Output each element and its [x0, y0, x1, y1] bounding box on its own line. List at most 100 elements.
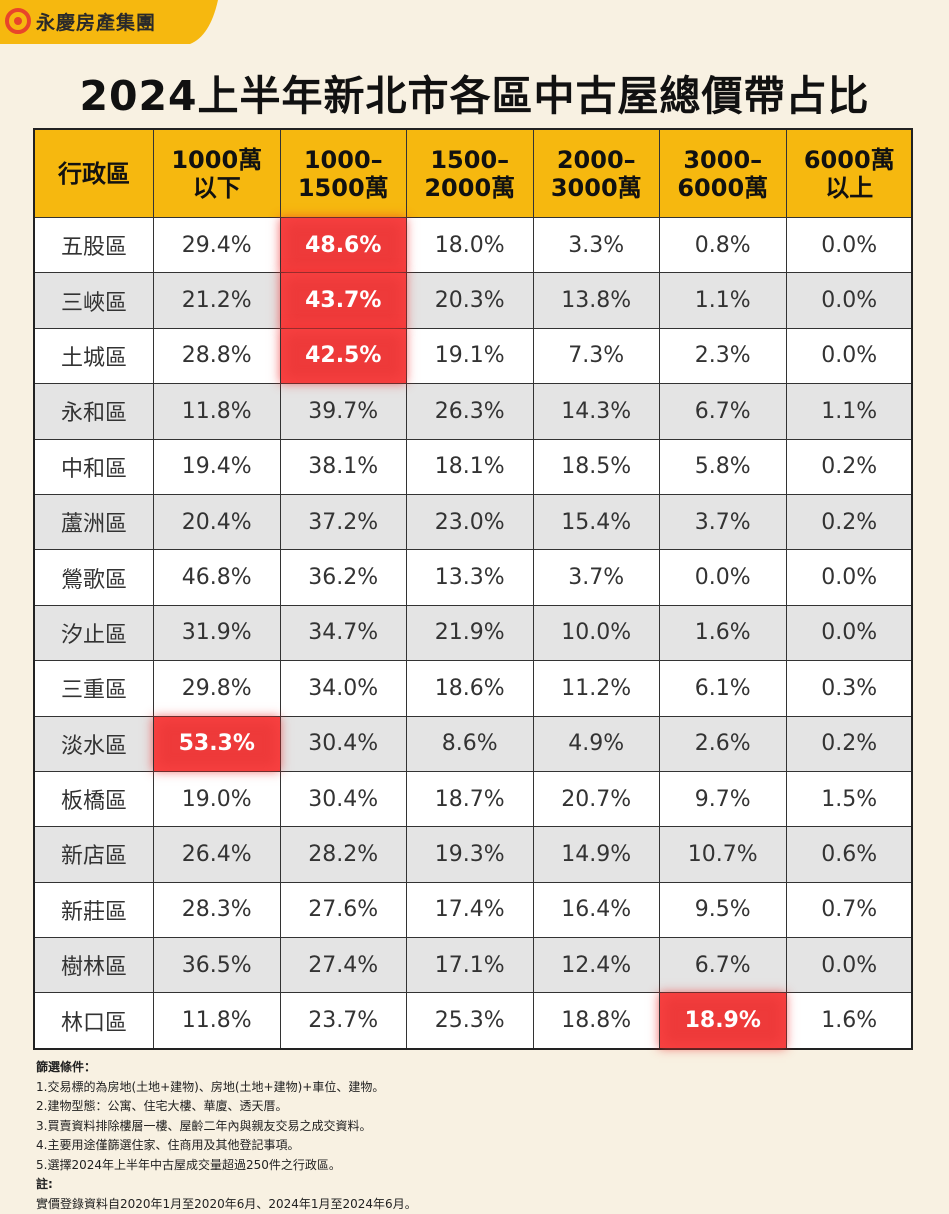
value-cell: 0.0% — [786, 550, 913, 604]
district-cell: 新莊區 — [35, 883, 153, 937]
value-cell: 6.1% — [659, 661, 786, 715]
value-cell: 2.3% — [659, 329, 786, 383]
header-text: 2000– — [557, 146, 636, 174]
header-text: 1500– — [430, 146, 509, 174]
value-cell: 28.3% — [153, 883, 280, 937]
value-cell: 1.5% — [786, 772, 913, 826]
value-cell: 20.4% — [153, 495, 280, 549]
value-cell: 34.7% — [280, 606, 407, 660]
value-cell: 18.9% — [659, 993, 786, 1047]
note-line: 2.建物型態：公寓、住宅大樓、華廈、透天厝。 — [36, 1097, 417, 1117]
district-cell: 林口區 — [35, 993, 153, 1047]
value-cell: 14.9% — [533, 827, 660, 881]
value-cell: 5.8% — [659, 440, 786, 494]
value-cell: 30.4% — [280, 772, 407, 826]
value-cell: 19.0% — [153, 772, 280, 826]
notes-heading: 註: — [36, 1175, 417, 1195]
district-cell: 汐止區 — [35, 606, 153, 660]
district-cell: 五股區 — [35, 218, 153, 272]
header-cell: 3000–6000萬 — [659, 130, 786, 217]
header-cell: 6000萬以上 — [786, 130, 913, 217]
value-cell: 1.6% — [659, 606, 786, 660]
value-cell: 13.3% — [406, 550, 533, 604]
value-cell: 16.4% — [533, 883, 660, 937]
value-cell: 53.3% — [153, 717, 280, 771]
value-cell: 42.5% — [280, 329, 407, 383]
value-cell: 9.7% — [659, 772, 786, 826]
value-cell: 20.7% — [533, 772, 660, 826]
value-cell: 18.0% — [406, 218, 533, 272]
header-text: 1500萬 — [298, 174, 389, 202]
header-cell: 1000–1500萬 — [280, 130, 407, 217]
value-cell: 26.4% — [153, 827, 280, 881]
value-cell: 21.9% — [406, 606, 533, 660]
value-cell: 19.3% — [406, 827, 533, 881]
value-cell: 1.1% — [786, 384, 913, 438]
value-cell: 27.6% — [280, 883, 407, 937]
value-cell: 46.8% — [153, 550, 280, 604]
header-cell: 1500–2000萬 — [406, 130, 533, 217]
value-cell: 19.4% — [153, 440, 280, 494]
note-line: 5.選擇2024年上半年中古屋成交量超過250件之行政區。 — [36, 1156, 417, 1176]
value-cell: 1.1% — [659, 273, 786, 327]
value-cell: 37.2% — [280, 495, 407, 549]
value-cell: 10.0% — [533, 606, 660, 660]
value-cell: 23.7% — [280, 993, 407, 1047]
value-cell: 39.7% — [280, 384, 407, 438]
value-cell: 19.1% — [406, 329, 533, 383]
district-cell: 土城區 — [35, 329, 153, 383]
value-cell: 3.3% — [533, 218, 660, 272]
value-cell: 12.4% — [533, 938, 660, 992]
value-cell: 10.7% — [659, 827, 786, 881]
value-cell: 34.0% — [280, 661, 407, 715]
note-line: 實價登錄資料自2020年1月至2020年6月、2024年1月至2024年6月。 — [36, 1195, 417, 1214]
value-cell: 11.8% — [153, 384, 280, 438]
value-cell: 11.2% — [533, 661, 660, 715]
header-cell: 行政區 — [35, 130, 153, 217]
value-cell: 18.1% — [406, 440, 533, 494]
header-text: 2000萬 — [424, 174, 515, 202]
value-cell: 17.1% — [406, 938, 533, 992]
district-cell: 三峽區 — [35, 273, 153, 327]
value-cell: 0.8% — [659, 218, 786, 272]
district-cell: 永和區 — [35, 384, 153, 438]
district-cell: 中和區 — [35, 440, 153, 494]
value-cell: 38.1% — [280, 440, 407, 494]
page-title: 2024上半年新北市各區中古屋總價帶占比 — [0, 62, 949, 122]
value-cell: 28.8% — [153, 329, 280, 383]
header-text: 1000– — [304, 146, 383, 174]
district-cell: 淡水區 — [35, 717, 153, 771]
district-cell: 板橋區 — [35, 772, 153, 826]
value-cell: 0.0% — [786, 218, 913, 272]
value-cell: 36.2% — [280, 550, 407, 604]
value-cell: 20.3% — [406, 273, 533, 327]
value-cell: 36.5% — [153, 938, 280, 992]
value-cell: 26.3% — [406, 384, 533, 438]
value-cell: 7.3% — [533, 329, 660, 383]
header-text: 1000萬 — [171, 146, 262, 174]
value-cell: 17.4% — [406, 883, 533, 937]
value-cell: 28.2% — [280, 827, 407, 881]
value-cell: 0.6% — [786, 827, 913, 881]
header-text: 3000萬 — [551, 174, 642, 202]
value-cell: 0.0% — [786, 938, 913, 992]
value-cell: 3.7% — [533, 550, 660, 604]
value-cell: 8.6% — [406, 717, 533, 771]
value-cell: 6.7% — [659, 384, 786, 438]
value-cell: 0.0% — [786, 606, 913, 660]
district-cell: 樹林區 — [35, 938, 153, 992]
value-cell: 0.7% — [786, 883, 913, 937]
district-cell: 三重區 — [35, 661, 153, 715]
value-cell: 18.7% — [406, 772, 533, 826]
value-cell: 11.8% — [153, 993, 280, 1047]
header-text: 以下 — [193, 174, 241, 202]
